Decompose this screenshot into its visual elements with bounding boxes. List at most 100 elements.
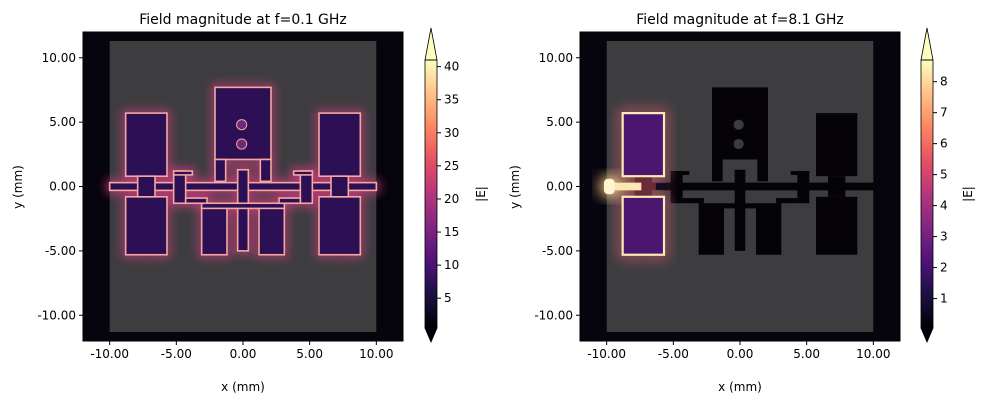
conductor xyxy=(124,112,168,178)
conductor xyxy=(698,207,724,255)
conductor xyxy=(136,175,156,198)
colorbar-gradient xyxy=(425,60,437,328)
y-axis: -10.00 -5.00 0.00 5.00 10.00 xyxy=(534,51,580,322)
colorbar-tick-label: 5 xyxy=(940,168,948,182)
colorbar: 1 2 3 4 5 6 7 8 xyxy=(920,27,948,344)
conductor xyxy=(698,203,782,209)
colorbar-tick-label: 8 xyxy=(940,75,948,89)
colorbar-extend-max xyxy=(424,27,438,61)
conductor xyxy=(757,159,768,182)
conductor xyxy=(214,158,227,183)
conductor xyxy=(634,176,652,197)
metal-layout xyxy=(106,84,380,258)
y-tick-label: -10.00 xyxy=(37,308,76,322)
x-axis: -10.00 -5.00 0.00 5.00 10.00 xyxy=(587,341,891,361)
conductor xyxy=(184,197,208,205)
x-axis-label: x (mm) xyxy=(221,380,265,394)
x-tick-label: 0.00 xyxy=(230,347,257,361)
via xyxy=(733,119,744,130)
conductor xyxy=(790,171,810,175)
conductor xyxy=(278,197,302,205)
colorbar-tick-label: 1 xyxy=(940,292,948,306)
conductor xyxy=(776,198,798,204)
field-plot-left: Field magnitude at f=0.1 GHz -10.00 -5.00… xyxy=(11,12,488,394)
colorbar-tick-label: 25 xyxy=(444,159,459,173)
colorbar-tick-label: 6 xyxy=(940,137,948,151)
conductor xyxy=(172,170,194,176)
conductor xyxy=(828,176,846,197)
x-axis: -10.00 -5.00 0.00 5.00 10.00 xyxy=(90,341,394,361)
field-map xyxy=(580,32,900,341)
field-plot-right: Field magnitude at f=8.1 GHz -10.00 -5.00… xyxy=(508,12,975,394)
conductor xyxy=(712,159,723,182)
conductor xyxy=(200,206,228,256)
x-axis-label: x (mm) xyxy=(718,380,762,394)
colorbar: 5 10 15 20 25 30 35 40 xyxy=(424,27,459,344)
field-map xyxy=(83,32,403,341)
conductor xyxy=(259,158,272,183)
colorbar-tick-label: 7 xyxy=(940,106,948,120)
colorbar-tick-label: 20 xyxy=(444,192,459,206)
x-tick-label: 5.00 xyxy=(793,347,820,361)
conductor xyxy=(200,202,286,210)
x-tick-label: -10.00 xyxy=(587,347,626,361)
colorbar-tick-label: 40 xyxy=(444,60,459,74)
colorbar-tick-label: 35 xyxy=(444,93,459,107)
conductor xyxy=(816,113,858,177)
y-tick-label: 5.00 xyxy=(546,115,573,129)
conductor xyxy=(172,170,187,205)
colorbar-tick-label: 15 xyxy=(444,225,459,239)
conductor xyxy=(670,171,683,204)
y-tick-label: 5.00 xyxy=(49,115,76,129)
colorbar-tick-label: 4 xyxy=(940,199,948,213)
colorbar-extend-min xyxy=(920,327,934,344)
x-tick-label: -5.00 xyxy=(161,347,192,361)
conductor xyxy=(756,207,782,255)
x-tick-label: 5.00 xyxy=(296,347,323,361)
conductor xyxy=(621,195,666,256)
colorbar-extend-min xyxy=(424,327,438,344)
via xyxy=(236,138,248,150)
colorbar-tick-label: 30 xyxy=(444,126,459,140)
colorbar-tick-label: 3 xyxy=(940,230,948,244)
resonant-region xyxy=(599,109,668,259)
y-tick-label: -5.00 xyxy=(542,244,573,258)
conductor xyxy=(292,170,314,176)
conductor xyxy=(318,196,362,256)
y-tick-label: -10.00 xyxy=(534,308,573,322)
conductor xyxy=(330,175,350,198)
y-tick-label: 0.00 xyxy=(49,180,76,194)
via xyxy=(733,138,744,150)
colorbar-tick-label: 2 xyxy=(940,261,948,275)
x-tick-label: 10.00 xyxy=(359,347,393,361)
y-tick-label: 10.00 xyxy=(42,51,76,65)
y-tick-label: 10.00 xyxy=(539,51,573,65)
conductor xyxy=(258,206,286,256)
y-axis-label: y (mm) xyxy=(508,165,522,209)
y-axis-label: y (mm) xyxy=(11,165,25,209)
y-tick-label: -5.00 xyxy=(45,244,76,258)
x-tick-label: 10.00 xyxy=(856,347,890,361)
conductor xyxy=(299,170,314,205)
plot-title: Field magnitude at f=0.1 GHz xyxy=(139,12,347,28)
conductor xyxy=(670,171,690,175)
feed-hotspot xyxy=(606,182,642,191)
conductor xyxy=(797,171,810,204)
conductor xyxy=(621,112,666,178)
plot-title: Field magnitude at f=8.1 GHz xyxy=(636,12,844,28)
y-tick-label: 0.00 xyxy=(546,180,573,194)
colorbar-gradient xyxy=(921,60,933,328)
x-tick-label: -10.00 xyxy=(90,347,129,361)
colorbar-extend-max xyxy=(920,27,934,61)
conductor xyxy=(318,112,362,178)
conductor xyxy=(124,196,168,256)
colorbar-tick-label: 10 xyxy=(444,258,459,272)
conductor xyxy=(816,196,858,255)
colorbar-tick-label: 5 xyxy=(444,291,452,305)
via xyxy=(236,119,248,131)
y-axis: -10.00 -5.00 0.00 5.00 10.00 xyxy=(37,51,83,322)
conductor xyxy=(682,198,704,204)
conductor xyxy=(236,168,250,252)
conductor xyxy=(734,169,746,251)
